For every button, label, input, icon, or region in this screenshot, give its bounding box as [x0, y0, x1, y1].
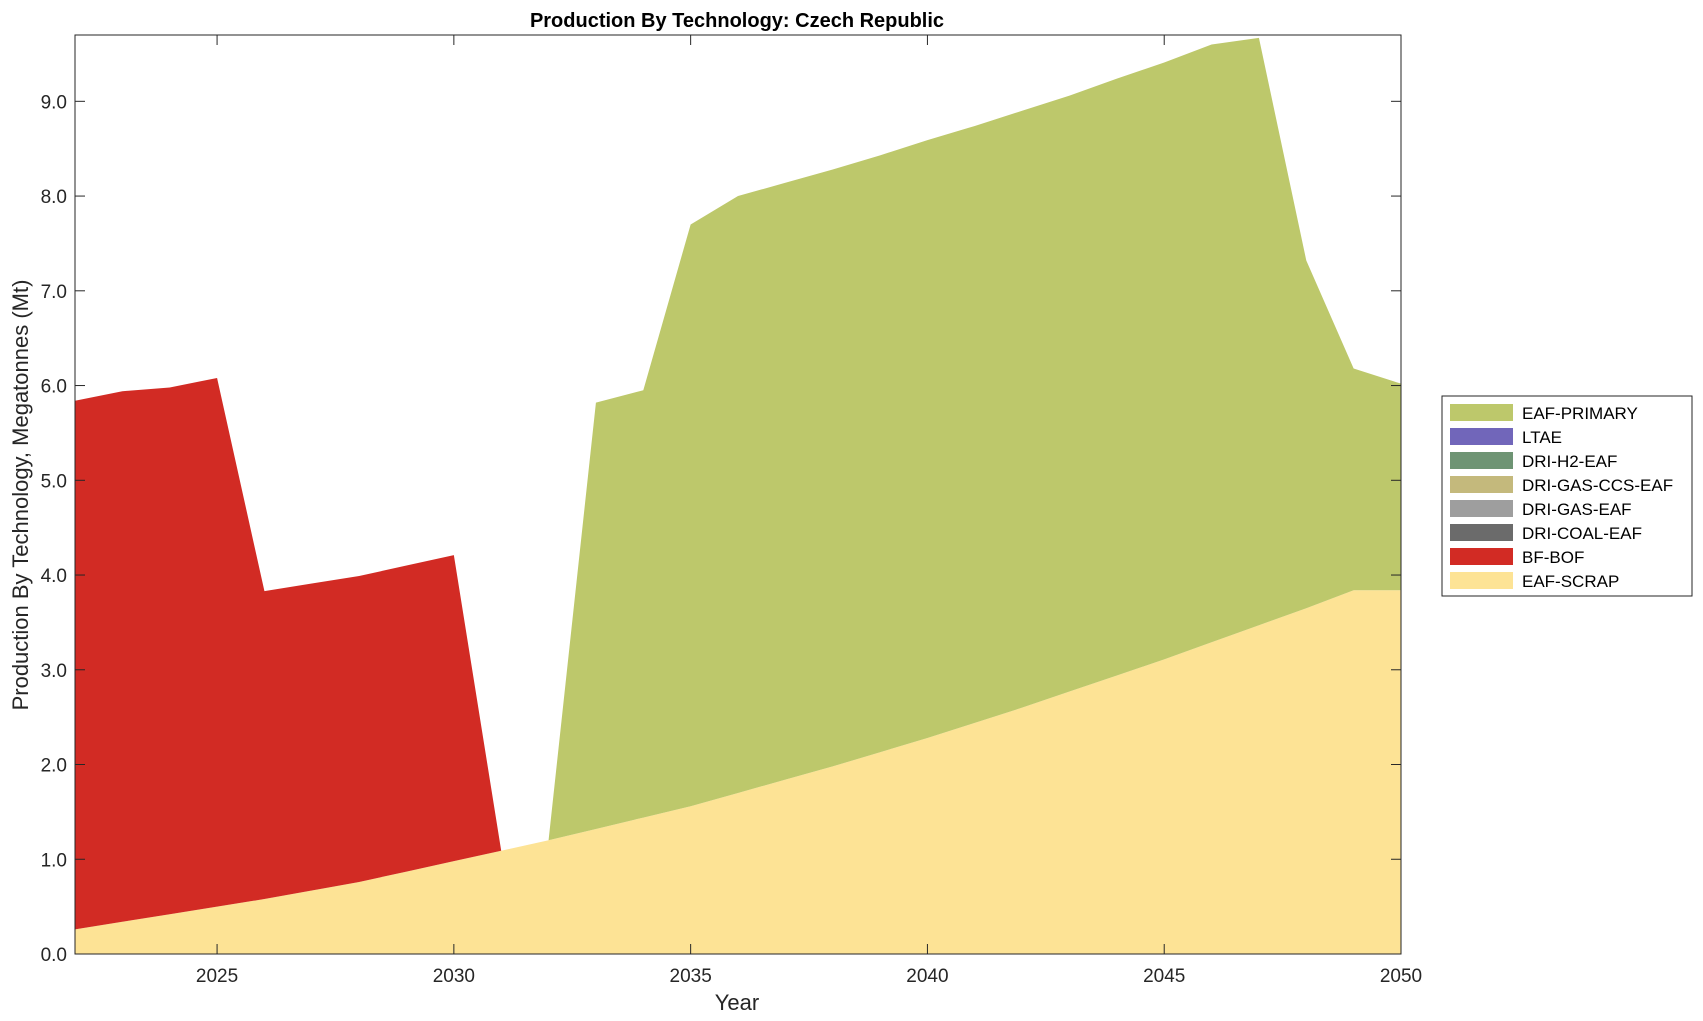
chart-title: Production By Technology: Czech Republic: [530, 10, 944, 32]
y-tick-labels: 0.0 1.0 2.0 3.0 4.0 5.0 6.0 7.0 8.0 9.0: [41, 92, 67, 966]
y-tick-label: 8.0: [41, 187, 67, 208]
y-tick-label: 4.0: [41, 566, 67, 587]
axis-ticks: [75, 35, 1402, 955]
legend-swatch-dri-coal-eaf: [1450, 524, 1513, 541]
legend-label-dri-gas-ccs-eaf: DRI-GAS-CCS-EAF: [1522, 476, 1673, 495]
x-tick-label: 2025: [196, 966, 238, 987]
x-tick-label: 2050: [1380, 966, 1422, 987]
area-eaf-primary: [75, 37, 1401, 851]
y-tick-label: 1.0: [41, 850, 67, 871]
y-tick-label: 2.0: [41, 756, 67, 777]
legend-swatch-eaf-scrap: [1450, 572, 1513, 589]
legend-label-ltae: LTAE: [1522, 428, 1562, 447]
y-tick-label: 5.0: [41, 471, 67, 492]
legend-label-eaf-primary: EAF-PRIMARY: [1522, 404, 1638, 423]
legend-swatch-dri-h2-eaf: [1450, 452, 1513, 469]
legend-label-dri-gas-eaf: DRI-GAS-EAF: [1522, 500, 1632, 519]
legend-swatch-eaf-primary: [1450, 404, 1513, 421]
area-bf-bof: [75, 377, 1401, 930]
y-tick-label: 3.0: [41, 661, 67, 682]
legend-swatch-dri-gas-eaf: [1450, 500, 1513, 517]
x-tick-label: 2030: [433, 966, 475, 987]
x-tick-label: 2045: [1143, 966, 1185, 987]
area-eaf-scrap: [75, 590, 1401, 954]
x-tick-label: 2040: [906, 966, 948, 987]
plot-frame: [74, 34, 1402, 955]
legend-swatch-ltae: [1450, 428, 1513, 445]
y-tick-label: 9.0: [41, 92, 67, 113]
legend-swatch-dri-gas-ccs-eaf: [1450, 476, 1513, 493]
y-tick-label: 7.0: [41, 282, 67, 303]
x-tick-label: 2035: [670, 966, 712, 987]
y-tick-label: 6.0: [41, 377, 67, 398]
y-tick-label: 0.0: [41, 945, 67, 966]
legend-label-dri-coal-eaf: DRI-COAL-EAF: [1522, 524, 1642, 543]
x-tick-labels: 2025 2030 2035 2040 2045 2050: [196, 966, 1422, 987]
legend-label-bf-bof: BF-BOF: [1522, 548, 1584, 567]
legend-label-dri-h2-eaf: DRI-H2-EAF: [1522, 452, 1617, 471]
stacked-areas: [75, 37, 1401, 954]
legend-swatch-bf-bof: [1450, 548, 1513, 565]
legend: EAF-PRIMARY LTAE DRI-H2-EAF DRI-GAS-CCS-EAF…: [1441, 395, 1693, 597]
x-axis-label: Year: [715, 990, 759, 1015]
legend-label-eaf-scrap: EAF-SCRAP: [1522, 572, 1619, 591]
y-axis-label: Production By Technology, Megatonnes (Mt…: [8, 280, 33, 711]
